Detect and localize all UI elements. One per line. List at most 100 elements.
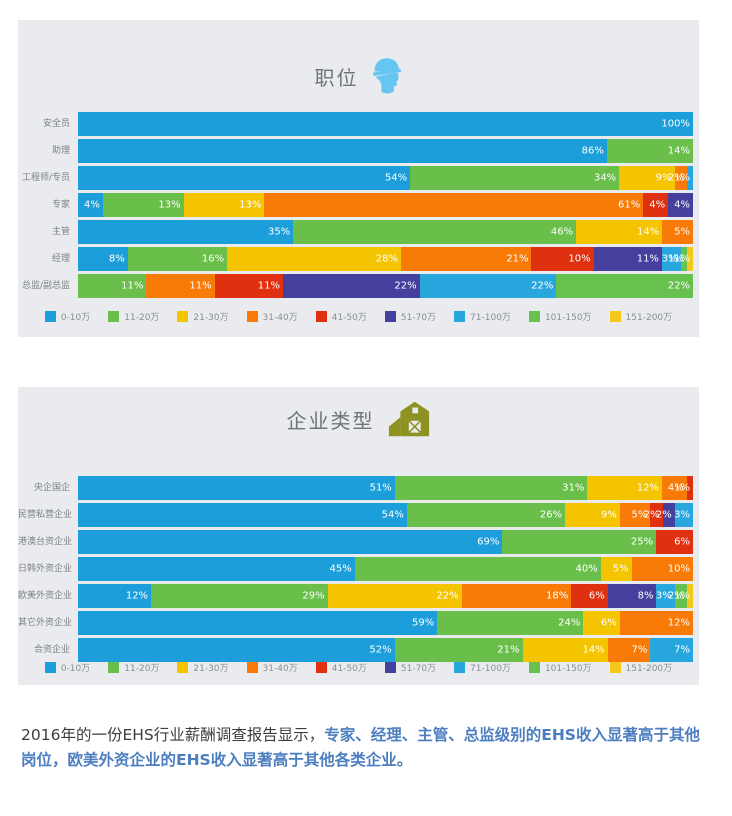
legend-swatch xyxy=(384,311,396,322)
bar-segment-51-70万: 22% xyxy=(282,274,420,298)
legend-swatch xyxy=(177,662,189,673)
segment-value-label: 3% xyxy=(655,590,672,602)
bar-segment-11-20万: 29% xyxy=(151,584,328,608)
legend-label: 31-40万 xyxy=(262,664,298,674)
segment-value-label: 1% xyxy=(674,482,690,494)
legend-swatch xyxy=(528,311,540,322)
bar-segment-0-10万: 69% xyxy=(78,530,503,554)
segment-value-label: 5% xyxy=(674,226,690,238)
segment-value-label: 11% xyxy=(257,280,280,292)
legend-label: 21-30万 xyxy=(193,313,229,323)
segment-value-label: 3% xyxy=(674,509,690,521)
chart-row: 经理 8% 16% 28% 21% 10% 11% 3% 1% 1% xyxy=(18,247,694,271)
chart-row: 安全员 100% xyxy=(18,112,693,136)
bar-segment-0-10万: 52% xyxy=(78,638,395,662)
bar-segment-21-30万: 14% xyxy=(576,220,663,244)
bar-segment-31-40万: 18% xyxy=(461,584,572,608)
summary-paragraph: 2016年的一份EHS行业薪酬调查报告显示，专家、经理、主管、总监级别的EHS收… xyxy=(21,723,710,773)
stacked-bar: 69% 25% 6% xyxy=(78,530,693,554)
legend-item: 31-40万 xyxy=(246,310,298,323)
segment-value-label: 1% xyxy=(674,172,690,184)
segment-value-label: 11% xyxy=(189,280,212,292)
barn-icon xyxy=(387,401,431,437)
legend-swatch xyxy=(609,662,621,673)
segment-value-label: 12% xyxy=(636,482,659,494)
stacked-bar: 51% 31% 12% 4% 1% xyxy=(78,476,693,500)
row-label: 央企国企 xyxy=(33,483,70,493)
segment-value-label: 1% xyxy=(667,253,684,265)
bar-segment-51-70万: 8% xyxy=(607,584,657,608)
bar-segment-21-30万: 12% xyxy=(587,476,662,500)
row-label: 欧美外资企业 xyxy=(18,591,73,601)
segment-value-label: 11% xyxy=(636,253,659,265)
legend-label: 11-20万 xyxy=(124,313,160,323)
chart-row: 专家 4% 13% 13% 61% 4% 4% xyxy=(18,193,693,217)
bar-segment-41-50万: 6% xyxy=(656,530,693,554)
segment-value-label: 69% xyxy=(477,536,500,548)
company-type-chart-bars: 央企国企 51% 31% 12% 4% 1% 民营私营企业 54% 26% 9% 5% 2% 2% 3% 港… xyxy=(18,476,694,665)
bar-segment-71-100万: 7% xyxy=(650,638,694,662)
segment-value-label: 59% xyxy=(412,617,435,629)
bar-segment-0-10万: 8% xyxy=(78,247,128,271)
legend-label: 71-100万 xyxy=(470,664,511,674)
legend-swatch xyxy=(177,311,189,322)
company-type-chart-title-text: 企业类型 xyxy=(286,408,375,433)
segment-value-label: 22% xyxy=(436,590,459,602)
legend-label: 31-40万 xyxy=(262,313,298,323)
legend-item: 0-10万 xyxy=(44,661,90,674)
bar-segment-41-50万: 11% xyxy=(214,274,283,298)
bar-segment-11-20万: 25% xyxy=(502,530,657,554)
stacked-bar: 45% 40% 5% 10% xyxy=(78,557,693,581)
bar-segment-101-150万: 2% xyxy=(668,584,687,608)
bar-segment-101-150万: 22% xyxy=(556,274,693,298)
bar-segment-0-10万: 100% xyxy=(78,112,693,136)
row-label: 总监/副总监 xyxy=(21,281,70,291)
stacked-bar: 59% 24% 6% 12% xyxy=(78,611,693,635)
stacked-bar: 54% 26% 9% 5% 2% 2% 3% xyxy=(78,503,693,527)
bar-segment-21-30万: 22% xyxy=(327,584,462,608)
legend-swatch xyxy=(528,662,540,673)
segment-value-label: 28% xyxy=(375,253,399,265)
position-chart-title: 职位 xyxy=(18,56,699,96)
bar-segment-41-50万: 1% xyxy=(674,476,693,500)
bar-segment-0-10万: 86% xyxy=(78,139,607,163)
bar-segment-21-30万: 28% xyxy=(227,247,402,271)
legend-item: 11-20万 xyxy=(108,310,159,323)
row-label: 主管 xyxy=(51,227,70,237)
chart-row: 日韩外资企业 45% 40% 5% 10% xyxy=(18,557,693,581)
bar-segment-71-100万: 3% xyxy=(655,584,675,608)
bar-segment-21-30万: 14% xyxy=(522,638,608,662)
segment-value-label: 29% xyxy=(302,590,325,602)
legend-item: 71-100万 xyxy=(454,661,511,674)
bar-segment-41-50万: 2% xyxy=(644,503,663,527)
chart-row: 港澳台资企业 69% 25% 6% xyxy=(18,530,693,554)
position-chart-bars: 安全员 100% 助理 86% 14% 工程师/专员 54% 34% 9% 2% 1% 专家 4% 13%… xyxy=(18,112,694,301)
segment-value-label: 7% xyxy=(674,644,691,656)
legend-label: 21-30万 xyxy=(193,664,229,674)
bar-segment-31-40万: 4% xyxy=(661,476,687,500)
chart-row: 欧美外资企业 12% 29% 22% 18% 6% 8% 3% 2% 1% xyxy=(18,584,693,608)
bar-segment-31-40万: 21% xyxy=(401,247,532,271)
segment-value-label: 61% xyxy=(618,199,641,211)
segment-value-label: 1% xyxy=(674,590,690,602)
row-label: 其它外资企业 xyxy=(18,618,73,628)
bar-segment-71-100万: 3% xyxy=(674,503,693,527)
segment-value-label: 22% xyxy=(531,280,554,292)
segment-value-label: 4% xyxy=(83,199,100,211)
stacked-bar: 8% 16% 28% 21% 10% 11% 3% 1% 1% xyxy=(78,247,694,271)
bar-segment-21-30万: 9% xyxy=(565,503,620,527)
segment-value-label: 45% xyxy=(329,563,352,575)
bar-segment-31-40万: 61% xyxy=(264,193,644,217)
bar-segment-31-40万: 10% xyxy=(631,557,693,581)
segment-value-label: 3% xyxy=(661,253,678,265)
bar-segment-11-20万: 26% xyxy=(406,503,566,527)
legend-item: 101-150万 xyxy=(528,310,592,323)
legend-swatch xyxy=(454,662,466,673)
segment-value-label: 14% xyxy=(637,226,660,238)
position-chart-panel: 职位 安全员 100% 助理 86% 14% 工程师/专员 54% 34% 9% 2% 1% 专家 4%… xyxy=(18,20,699,337)
legend-item: 51-70万 xyxy=(384,310,436,323)
segment-value-label: 21% xyxy=(497,644,520,656)
legend-label: 51-70万 xyxy=(400,664,437,674)
row-label: 专家 xyxy=(51,200,70,210)
row-label: 工程师/专员 xyxy=(21,173,70,183)
